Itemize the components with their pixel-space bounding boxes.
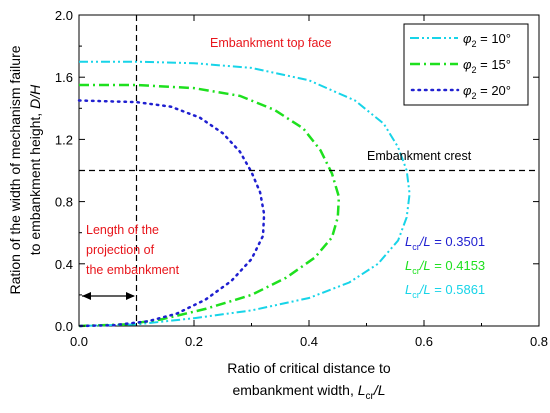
lcr-label-0: Lcr/L = 0.3501 [405, 234, 485, 252]
annotation-projection-line1: Length of the [86, 223, 159, 237]
x-axis-title-line1: Ratio of critical distance to [227, 360, 391, 376]
arrow-right-icon [126, 292, 135, 300]
arrow-left-icon [82, 292, 91, 300]
lcr-labels: Lcr/L = 0.3501 Lcr/L = 0.4153 Lcr/L = 0.… [405, 234, 485, 300]
x-tick-label: 0.2 [185, 334, 203, 349]
series-line-1 [78, 83, 341, 328]
lcr-label-2: Lcr/L = 0.5861 [405, 282, 485, 300]
annotation-embankment-crest: Embankment crest [367, 149, 472, 163]
y-tick-label: 1.2 [55, 132, 73, 147]
x-axis-title-line2: embankment width, Lcr/L [232, 382, 385, 402]
ticks-layer: 0.0 0.2 0.4 0.6 0.8 0.0 0.4 0.8 1.2 1.6 2.0 [55, 8, 548, 349]
series-line-0 [78, 60, 411, 327]
y-axis-title: Ration of the width of mechanism failure… [7, 45, 43, 294]
annotation-embankment-top-face: Embankment top face [210, 36, 332, 50]
series-line-2 [77, 99, 266, 328]
x-tick-label: 0.0 [70, 334, 88, 349]
x-axis-title: Ratio of critical distance to embankment… [227, 360, 391, 402]
y-axis-title-line2: to embankment height, D/H [27, 84, 43, 255]
x-tick-label: 0.4 [300, 334, 318, 349]
legend: φ2 = 10° φ2 = 15° φ2 = 20° [403, 23, 529, 106]
x-tick-label: 0.8 [530, 334, 548, 349]
annotations: Embankment top face Embankment crest Len… [82, 36, 472, 300]
legend-label-15: φ2 = 15° [463, 57, 511, 75]
series-layer [77, 60, 411, 328]
y-tick-label: 2.0 [55, 8, 73, 23]
projection-arrow [82, 292, 135, 300]
x-tick-label: 0.6 [415, 334, 433, 349]
y-tick-label: 1.6 [55, 70, 73, 85]
y-tick-label: 0.8 [55, 195, 73, 210]
annotation-projection-line2: projection of [86, 243, 155, 257]
annotation-projection-line3: the embankment [86, 263, 180, 277]
y-axis-title-line1: Ration of the width of mechanism failure [7, 45, 23, 294]
y-tick-label: 0.0 [55, 319, 73, 334]
y-tick-label: 0.4 [55, 257, 73, 272]
legend-label-10: φ2 = 10° [463, 31, 511, 49]
plot-area: 0.0 0.2 0.4 0.6 0.8 0.0 0.4 0.8 1.2 1.6 2.0 [55, 8, 548, 349]
legend-label-20: φ2 = 20° [463, 83, 511, 101]
lcr-label-1: Lcr/L = 0.4153 [405, 258, 485, 276]
